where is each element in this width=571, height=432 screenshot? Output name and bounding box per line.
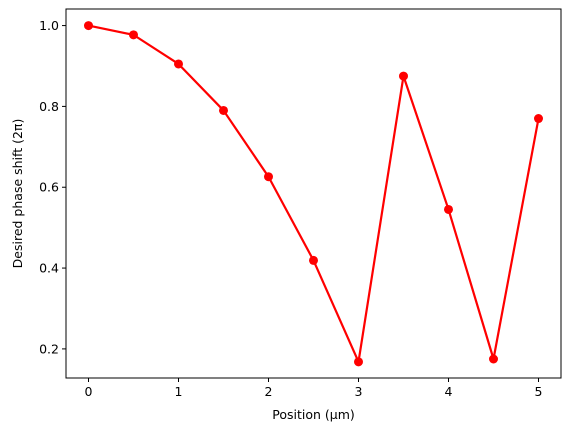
y-tick-label: 0.2 <box>39 341 59 356</box>
data-point <box>444 204 453 214</box>
series-group <box>84 21 543 367</box>
data-point <box>174 59 183 69</box>
x-axis-title: Position (μm) <box>272 407 355 422</box>
x-axis-ticks: 0 1 2 3 4 5 <box>85 378 543 399</box>
data-point <box>399 71 408 81</box>
y-tick-label: 0.6 <box>39 180 59 195</box>
y-axis-ticks: 0.2 0.4 0.6 0.8 1.0 <box>39 18 66 356</box>
data-point <box>129 30 138 40</box>
data-point <box>489 354 498 364</box>
plot-area <box>65 8 562 379</box>
y-axis-title: Desired phase shift (2π) <box>10 119 25 269</box>
y-tick-label: 0.8 <box>39 99 59 114</box>
x-tick-label: 3 <box>355 384 363 399</box>
x-tick-label: 2 <box>265 384 273 399</box>
x-tick-label: 4 <box>445 384 453 399</box>
y-tick-label: 0.4 <box>39 261 59 276</box>
data-point <box>354 357 363 367</box>
data-point <box>534 114 543 124</box>
data-point <box>84 21 93 31</box>
x-tick-label: 1 <box>175 384 183 399</box>
data-point <box>309 255 318 265</box>
data-point <box>264 172 273 182</box>
plot-frame <box>65 8 562 379</box>
x-tick-label: 0 <box>85 384 93 399</box>
y-tick-label: 1.0 <box>39 18 59 33</box>
x-tick-label: 5 <box>535 384 543 399</box>
data-point <box>219 105 228 115</box>
